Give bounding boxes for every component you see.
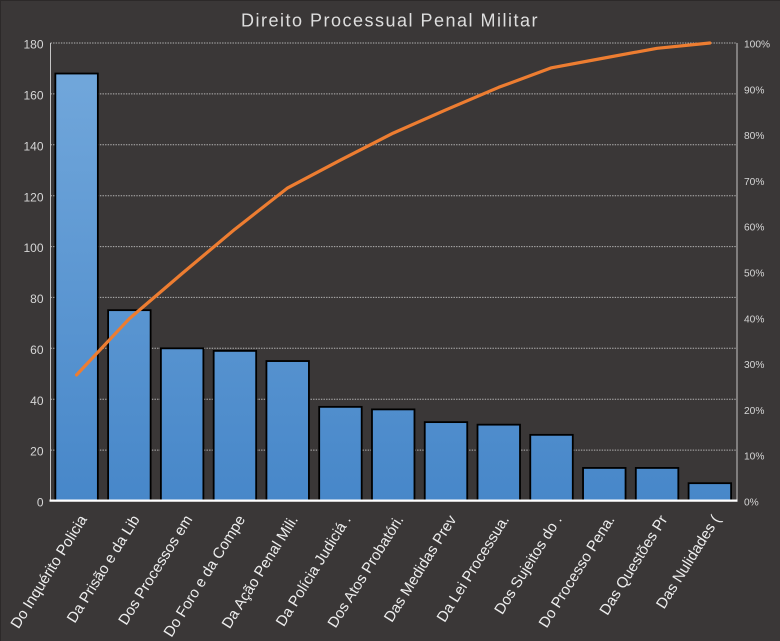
svg-text:160: 160 xyxy=(23,89,43,103)
svg-text:0%: 0% xyxy=(744,498,759,509)
svg-text:30%: 30% xyxy=(744,360,764,371)
svg-text:80: 80 xyxy=(30,292,44,306)
svg-text:40%: 40% xyxy=(744,314,764,325)
svg-text:70%: 70% xyxy=(744,177,764,188)
svg-text:20%: 20% xyxy=(744,406,764,417)
svg-text:100: 100 xyxy=(23,241,43,255)
svg-text:40: 40 xyxy=(30,394,44,408)
svg-text:Direito Processual Penal Milit: Direito Processual Penal Militar xyxy=(241,11,539,31)
svg-text:180: 180 xyxy=(23,38,43,52)
svg-text:60: 60 xyxy=(30,343,44,357)
svg-text:90%: 90% xyxy=(744,85,764,96)
svg-text:80%: 80% xyxy=(744,131,764,142)
svg-text:0: 0 xyxy=(37,496,44,510)
svg-text:100%: 100% xyxy=(744,40,770,51)
svg-text:120: 120 xyxy=(23,190,43,204)
svg-text:20: 20 xyxy=(30,445,44,459)
svg-text:140: 140 xyxy=(23,139,43,153)
svg-text:60%: 60% xyxy=(744,223,764,234)
svg-text:10%: 10% xyxy=(744,452,764,463)
svg-text:50%: 50% xyxy=(744,269,764,280)
